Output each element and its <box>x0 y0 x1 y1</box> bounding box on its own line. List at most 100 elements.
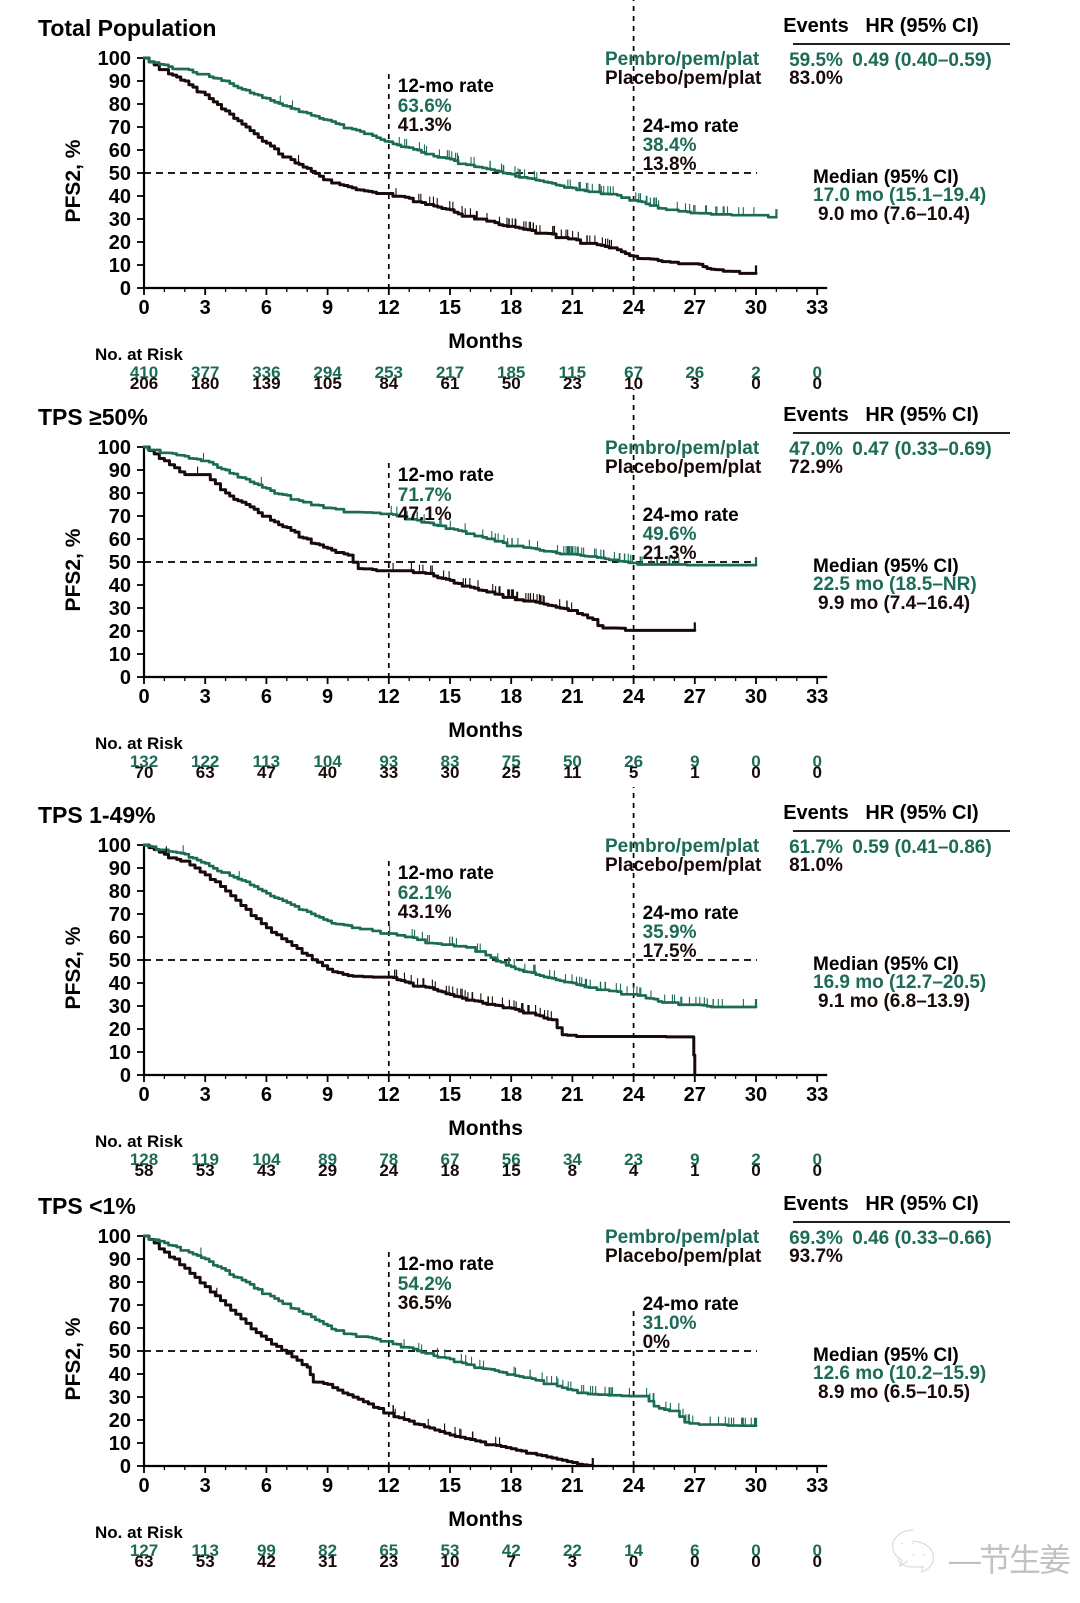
svg-text:9.1 mo (6.8–13.9): 9.1 mo (6.8–13.9) <box>818 991 970 1012</box>
svg-text:6: 6 <box>261 686 272 708</box>
svg-text:12: 12 <box>378 686 400 708</box>
svg-text:12: 12 <box>378 297 400 319</box>
svg-text:0%: 0% <box>643 1332 671 1353</box>
svg-text:42: 42 <box>257 1552 276 1571</box>
svg-text:12-mo rate: 12-mo rate <box>398 76 494 97</box>
svg-text:0: 0 <box>138 297 149 319</box>
svg-text:Months: Months <box>448 330 523 353</box>
svg-text:9: 9 <box>322 1084 333 1106</box>
svg-text:9: 9 <box>322 686 333 708</box>
svg-text:30: 30 <box>109 996 131 1018</box>
svg-text:0: 0 <box>629 1552 638 1571</box>
svg-text:27: 27 <box>684 1475 706 1497</box>
svg-text:No. at Risk: No. at Risk <box>95 734 183 753</box>
svg-text:33: 33 <box>806 1475 828 1497</box>
svg-text:24: 24 <box>622 1084 645 1106</box>
svg-text:12-mo rate: 12-mo rate <box>398 863 494 884</box>
svg-text:Months: Months <box>448 1117 523 1140</box>
svg-text:90: 90 <box>109 71 131 93</box>
svg-text:81.0%: 81.0% <box>789 855 843 876</box>
svg-text:5: 5 <box>629 763 638 782</box>
svg-text:9: 9 <box>322 297 333 319</box>
svg-text:24: 24 <box>622 686 645 708</box>
svg-text:10: 10 <box>441 1552 460 1571</box>
svg-text:80: 80 <box>109 881 131 903</box>
svg-text:No. at Risk: No. at Risk <box>95 1132 183 1151</box>
svg-text:6: 6 <box>261 1475 272 1497</box>
svg-text:54.2%: 54.2% <box>398 1274 452 1295</box>
svg-text:0: 0 <box>751 1552 760 1571</box>
svg-text:12.6 mo (10.2–15.9): 12.6 mo (10.2–15.9) <box>813 1363 986 1384</box>
svg-text:Placebo/pem/plat: Placebo/pem/plat <box>605 1246 762 1267</box>
svg-text:18: 18 <box>500 686 522 708</box>
svg-text:70: 70 <box>109 117 131 139</box>
svg-text:24-mo rate: 24-mo rate <box>643 505 739 526</box>
svg-text:15: 15 <box>439 686 461 708</box>
svg-text:50: 50 <box>109 163 131 185</box>
svg-text:9.9 mo (7.4–16.4): 9.9 mo (7.4–16.4) <box>818 593 970 614</box>
svg-text:33: 33 <box>806 686 828 708</box>
svg-text:0: 0 <box>138 1475 149 1497</box>
svg-text:TPS 1-49%: TPS 1-49% <box>38 802 156 828</box>
svg-text:17.5%: 17.5% <box>643 941 697 962</box>
svg-text:60: 60 <box>109 1318 131 1340</box>
svg-text:Placebo/pem/plat: Placebo/pem/plat <box>605 68 762 89</box>
svg-text:3: 3 <box>200 1475 211 1497</box>
svg-text:24-mo rate: 24-mo rate <box>643 1294 739 1315</box>
svg-text:3: 3 <box>568 1552 577 1571</box>
svg-text:13.8%: 13.8% <box>643 154 697 175</box>
svg-text:Pembro/pem/plat: Pembro/pem/plat <box>605 836 760 857</box>
svg-text:21: 21 <box>561 686 583 708</box>
svg-text:0.59 (0.41–0.86): 0.59 (0.41–0.86) <box>852 837 991 858</box>
svg-text:0.46 (0.33–0.66): 0.46 (0.33–0.66) <box>852 1228 991 1249</box>
svg-text:50: 50 <box>109 552 131 574</box>
svg-text:100: 100 <box>98 48 131 70</box>
svg-text:16.9 mo (12.7–20.5): 16.9 mo (12.7–20.5) <box>813 972 986 993</box>
svg-text:30: 30 <box>745 1475 767 1497</box>
svg-text:PFS2, %: PFS2, % <box>62 1317 85 1400</box>
svg-text:43.1%: 43.1% <box>398 902 452 923</box>
svg-text:70: 70 <box>135 763 154 782</box>
svg-text:10: 10 <box>109 1433 131 1455</box>
svg-text:80: 80 <box>109 1272 131 1294</box>
svg-text:9: 9 <box>322 1475 333 1497</box>
svg-text:Events: Events <box>783 15 849 37</box>
svg-text:40: 40 <box>109 1364 131 1386</box>
svg-text:20: 20 <box>109 1410 131 1432</box>
svg-text:20: 20 <box>109 1019 131 1041</box>
svg-text:38.4%: 38.4% <box>643 135 697 156</box>
svg-text:53: 53 <box>196 1552 215 1571</box>
svg-text:0: 0 <box>751 763 760 782</box>
svg-text:8.9 mo (6.5–10.5): 8.9 mo (6.5–10.5) <box>818 1382 970 1403</box>
svg-text:21: 21 <box>561 1084 583 1106</box>
svg-text:Events: Events <box>783 802 849 824</box>
svg-text:24-mo rate: 24-mo rate <box>643 903 739 924</box>
svg-text:24: 24 <box>622 1475 645 1497</box>
svg-text:30: 30 <box>745 686 767 708</box>
svg-text:Months: Months <box>448 719 523 742</box>
svg-text:23: 23 <box>379 1552 398 1571</box>
svg-text:No. at Risk: No. at Risk <box>95 345 183 364</box>
svg-text:30: 30 <box>109 1387 131 1409</box>
svg-text:12: 12 <box>378 1084 400 1106</box>
svg-text:20: 20 <box>109 232 131 254</box>
svg-text:70: 70 <box>109 904 131 926</box>
svg-text:30: 30 <box>109 598 131 620</box>
svg-text:10: 10 <box>109 644 131 666</box>
svg-text:10: 10 <box>109 1042 131 1064</box>
svg-text:Months: Months <box>448 1508 523 1531</box>
svg-text:27: 27 <box>684 1084 706 1106</box>
svg-text:15: 15 <box>439 297 461 319</box>
svg-text:TPS ≥50%: TPS ≥50% <box>38 404 148 430</box>
svg-text:71.7%: 71.7% <box>398 485 452 506</box>
svg-text:60: 60 <box>109 140 131 162</box>
svg-text:0: 0 <box>812 1552 821 1571</box>
svg-text:93.7%: 93.7% <box>789 1246 843 1267</box>
svg-text:63: 63 <box>196 763 215 782</box>
svg-text:90: 90 <box>109 858 131 880</box>
svg-text:63: 63 <box>135 1552 154 1571</box>
svg-text:HR (95% CI): HR (95% CI) <box>865 404 978 426</box>
svg-text:20: 20 <box>109 621 131 643</box>
svg-text:60: 60 <box>109 927 131 949</box>
svg-text:Total Population: Total Population <box>38 15 216 41</box>
